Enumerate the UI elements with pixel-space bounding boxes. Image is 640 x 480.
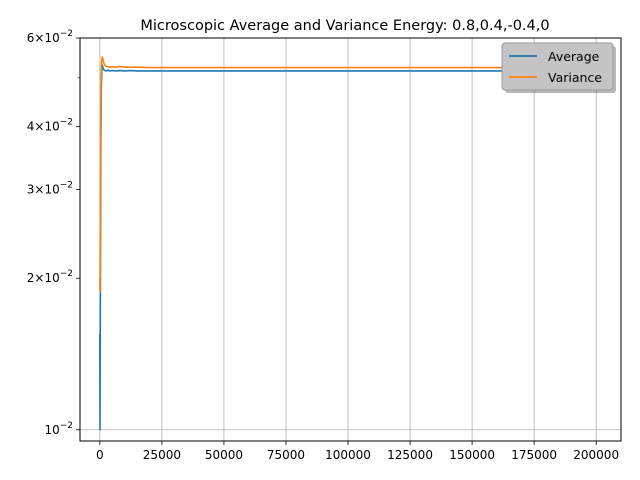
series-line-variance (99, 56, 597, 293)
legend-label-average: Average (548, 49, 600, 64)
x-tick-label: 75000 (267, 448, 305, 462)
grid-layer (80, 38, 621, 441)
legend-box (501, 42, 614, 91)
x-tick-label: 50000 (205, 448, 243, 462)
chart-title: Microscopic Average and Variance Energy:… (140, 18, 549, 34)
y-tick-label: 10−2 (44, 421, 73, 437)
x-tick-label: 100000 (325, 448, 371, 462)
axes-frame (79, 37, 622, 442)
x-tick-label: 25000 (143, 448, 181, 462)
y-axis-ticks: 10−2 2×10−2 3×10−2 4×10−2 6×10−2 (27, 29, 80, 437)
series-layer (99, 56, 597, 431)
x-tick-label: 175000 (511, 448, 557, 462)
legend-label-variance: Variance (548, 70, 602, 85)
x-axis-ticks: 0 25000 50000 75000 100000 125000 150000 175000… (96, 441, 619, 462)
x-tick-label: 0 (96, 448, 104, 462)
y-tick-label: 4×10−2 (27, 118, 73, 134)
x-tick-label: 150000 (449, 448, 495, 462)
y-tick-label: 2×10−2 (27, 269, 73, 285)
y-tick-label: 3×10−2 (27, 181, 73, 197)
x-tick-label: 200000 (573, 448, 619, 462)
y-tick-label: 6×10−2 (27, 29, 73, 45)
legend: Average Variance (501, 42, 616, 93)
x-tick-label: 125000 (387, 448, 433, 462)
